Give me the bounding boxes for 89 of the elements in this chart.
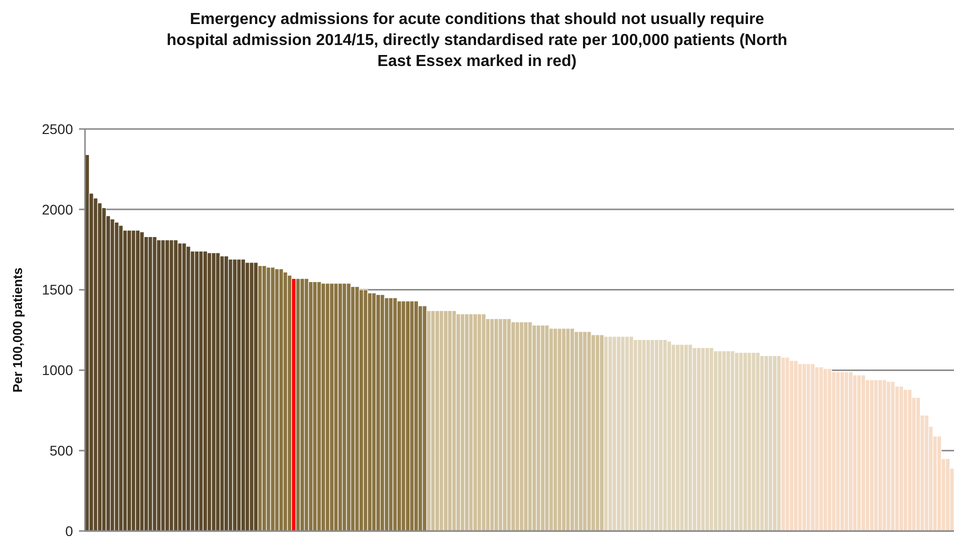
- y-tick-label: 1000: [42, 362, 74, 378]
- y-tick-label: 2000: [42, 201, 74, 218]
- bar: [152, 236, 158, 532]
- bar: [334, 283, 338, 532]
- bar: [789, 360, 794, 532]
- bar: [903, 389, 908, 532]
- bar: [916, 397, 921, 532]
- bar: [548, 328, 554, 532]
- bar: [401, 300, 406, 532]
- bar: [604, 336, 608, 532]
- bar: [498, 318, 503, 532]
- bar: [528, 322, 532, 532]
- bar: [713, 350, 718, 532]
- bar: [624, 336, 630, 532]
- bar: [325, 283, 330, 532]
- bar: [722, 350, 727, 532]
- y-tick-label: 2500: [42, 120, 74, 137]
- bar: [490, 318, 494, 532]
- y-tick-label: 500: [50, 442, 74, 458]
- bar: [818, 366, 824, 532]
- bar: [414, 300, 419, 532]
- bar: [249, 262, 254, 532]
- bar: [519, 322, 524, 532]
- bar: [304, 278, 309, 532]
- bar: [169, 240, 174, 532]
- bar: [730, 350, 735, 532]
- bar: [536, 324, 541, 532]
- chart-title: Emergency admissions for acute conditions that should not usually require hospital admission 2014/15, directly standardised rate per 100,000 patients (North East Essex marked in red): [166, 11, 788, 70]
- bar: [662, 339, 668, 532]
- bar: [468, 314, 474, 532]
- bar: [363, 290, 368, 532]
- bar: [780, 357, 786, 532]
- bar: [346, 283, 352, 532]
- bar: [856, 374, 862, 532]
- bar: [798, 363, 802, 532]
- bar: [392, 298, 398, 532]
- bar: [848, 372, 854, 532]
- bar: [211, 252, 216, 532]
- bar: [633, 339, 638, 532]
- bar: [671, 344, 676, 532]
- y-tick-label: 0: [65, 522, 74, 539]
- y-tick-label: 1500: [42, 282, 74, 298]
- bar: [443, 310, 448, 532]
- bar: [198, 250, 204, 532]
- bar: [586, 331, 592, 532]
- bar: [510, 322, 516, 532]
- y-axis-title: Per 100,000 patients: [10, 267, 25, 393]
- bar: [296, 278, 300, 532]
- bar: [131, 230, 136, 532]
- bar: [182, 242, 187, 532]
- bar: [768, 355, 773, 532]
- bar: [878, 380, 883, 532]
- bar: [266, 266, 271, 532]
- bar: [316, 281, 322, 532]
- bar: [836, 372, 840, 532]
- bar: [430, 310, 436, 532]
- bar: [827, 368, 832, 532]
- bar: [578, 331, 584, 532]
- bar: [760, 355, 764, 532]
- bar: [595, 334, 600, 532]
- bar: [616, 336, 622, 532]
- bar: [287, 275, 292, 532]
- bar: [236, 258, 242, 532]
- bar: [384, 298, 390, 532]
- bar: [700, 347, 706, 532]
- bar: [460, 314, 465, 532]
- bar: [654, 339, 660, 532]
- bar: [886, 381, 892, 532]
- bar: [751, 352, 756, 532]
- bar: [566, 328, 570, 532]
- bar: [557, 328, 562, 532]
- bar: [422, 306, 427, 532]
- bar: [684, 344, 689, 532]
- bar: [945, 458, 950, 532]
- bar: [738, 352, 744, 532]
- bar: [924, 414, 929, 532]
- bar: [354, 286, 360, 532]
- bar: [692, 347, 697, 532]
- bar: [810, 363, 816, 532]
- bar: [452, 310, 457, 532]
- bar: [376, 294, 381, 532]
- bar: [481, 314, 486, 532]
- bar: [160, 240, 166, 532]
- bar: [114, 222, 120, 532]
- bar: [646, 339, 651, 532]
- bar: [228, 258, 233, 532]
- bar: [258, 265, 262, 532]
- bar: [220, 256, 225, 532]
- bar: [278, 268, 284, 532]
